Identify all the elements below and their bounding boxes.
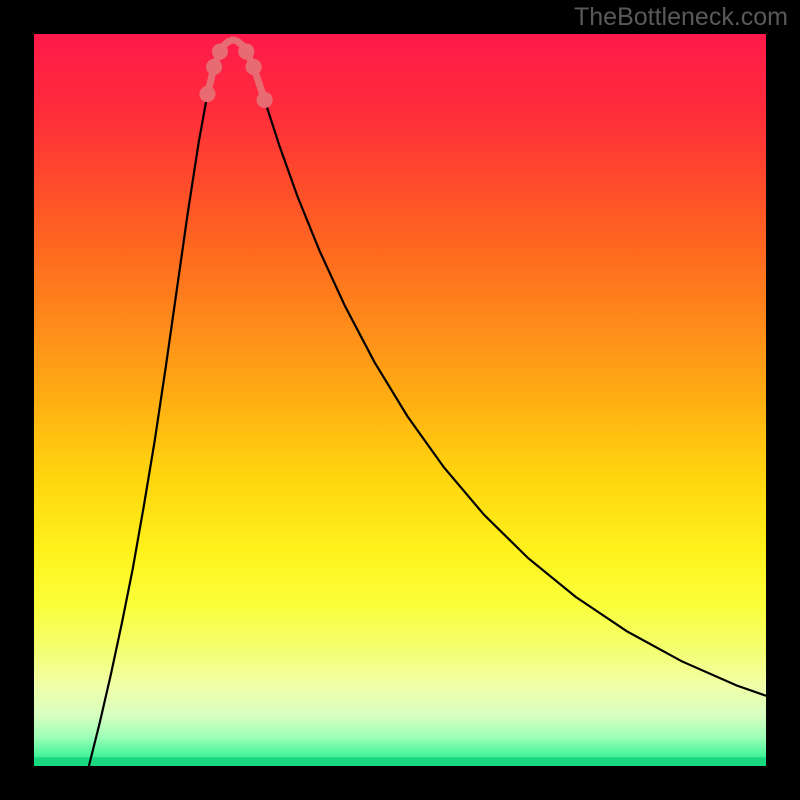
bottom-band [34, 757, 766, 766]
watermark-text: TheBottleneck.com [574, 3, 788, 32]
highlight-marker-left-0 [199, 86, 215, 102]
plot-area [34, 34, 766, 766]
highlight-marker-right-0 [238, 44, 254, 60]
highlight-marker-right-2 [257, 92, 273, 108]
plot-svg [34, 34, 766, 766]
gradient-background [34, 34, 766, 766]
highlight-marker-right-1 [246, 59, 262, 75]
highlight-marker-left-2 [212, 44, 228, 60]
highlight-marker-left-1 [206, 59, 222, 75]
chart-frame: TheBottleneck.com [0, 0, 800, 800]
